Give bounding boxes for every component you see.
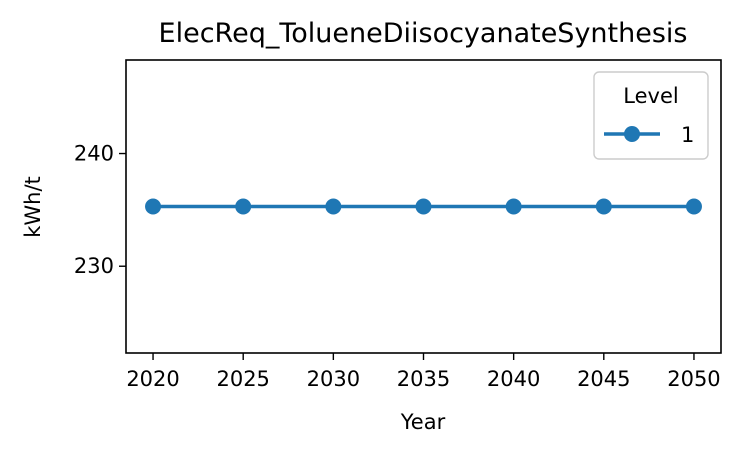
- data-point: [415, 198, 432, 215]
- data-point: [235, 198, 252, 215]
- legend-label: 1: [681, 123, 694, 147]
- x-tick-label: 2050: [667, 367, 720, 391]
- legend-box: [593, 71, 709, 160]
- data-point: [595, 198, 612, 215]
- data-point: [145, 198, 162, 215]
- x-tick-label: 2030: [307, 367, 360, 391]
- x-tick-label: 2025: [216, 367, 269, 391]
- data-point: [685, 198, 702, 215]
- legend-title: Level: [623, 84, 678, 108]
- legend: Level 1: [593, 71, 709, 160]
- x-tick-label: 2020: [126, 367, 179, 391]
- legend-marker: [624, 126, 640, 142]
- chart-title: ElecReq_TolueneDiisocyanateSynthesis: [159, 18, 688, 49]
- y-axis-label: kWh/t: [21, 176, 45, 238]
- x-tick-label: 2040: [487, 367, 540, 391]
- data-point: [505, 198, 522, 215]
- data-point: [325, 198, 342, 215]
- y-tick-label: 230: [74, 254, 114, 278]
- x-tick-label: 2035: [397, 367, 450, 391]
- x-tick-label: 2045: [577, 367, 630, 391]
- y-axis: 230 240: [74, 142, 126, 278]
- x-axis: 2020 2025 2030 2035 2040 2045 2050: [126, 353, 721, 391]
- y-tick-label: 240: [74, 142, 114, 166]
- x-axis-label: Year: [400, 410, 446, 434]
- series-layer: [145, 198, 702, 215]
